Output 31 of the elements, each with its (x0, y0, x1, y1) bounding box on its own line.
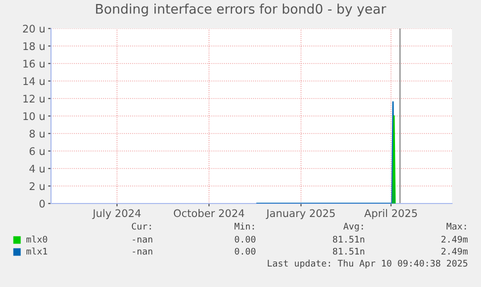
text: Last update: Thu Apr 10 09:40:38 2025 (268, 260, 468, 268)
y-tick-label: 10 u (23, 112, 44, 120)
legend-label: mlx1 (26, 248, 48, 255)
text: Max: (446, 222, 466, 230)
text: Min: (234, 222, 254, 230)
y-tick-label: 0 (40, 200, 45, 208)
y-tick-label: 14 u (23, 77, 44, 86)
text: 81.51n (332, 236, 364, 243)
y-tick-label: 6 u (30, 147, 44, 156)
text: Avg: (343, 222, 363, 232)
y-tick-label: 16 u (23, 60, 44, 68)
y-tick-label: 8 u (30, 130, 44, 138)
chart-title: Bonding interface errors for bond0 - by year (96, 4, 386, 16)
y-tick-label: 18 u (23, 42, 44, 50)
x-tick-label: January 2025 (266, 209, 335, 220)
legend-label: mlx0 (26, 236, 48, 243)
text: 81.51n (332, 248, 364, 255)
text: -nan (132, 237, 152, 243)
text: 2.49m (441, 236, 468, 243)
text: -nan (132, 249, 152, 255)
y-tick-label: 12 u (23, 94, 44, 103)
text: 0.00 (234, 236, 256, 243)
x-tick-label: April 2025 (364, 209, 417, 220)
text: Cur: (132, 222, 151, 230)
x-tick-label: July 2024 (92, 209, 141, 220)
y-tick-label: 20 u (23, 24, 44, 33)
x-tick-label: October 2024 (174, 209, 244, 218)
y-tick-label: 4 u (29, 164, 44, 173)
y-tick-label: 2 u (30, 182, 44, 190)
text: 0.00 (234, 248, 256, 255)
text: 2.49m (441, 248, 468, 255)
